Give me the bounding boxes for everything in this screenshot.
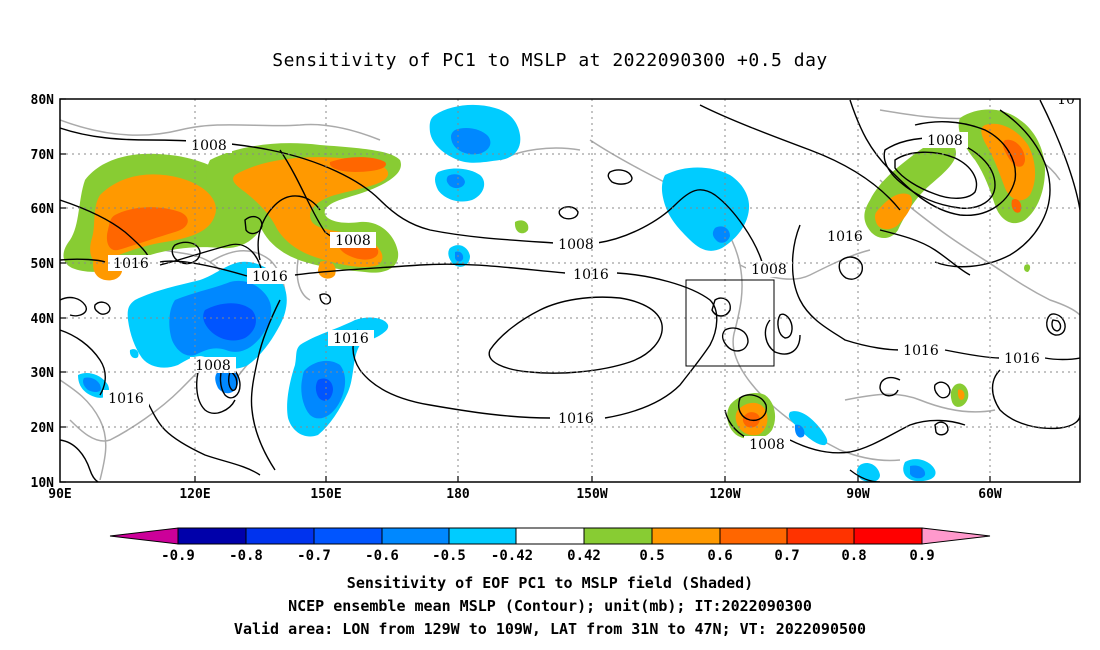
contour-label-1008: 1008 (749, 437, 785, 453)
axis-ticks (60, 98, 991, 483)
colorbar-box (177, 527, 247, 545)
lat-label: 20N (31, 421, 55, 436)
lon-label: 60W (978, 487, 1002, 502)
contour-label-1008: 1008 (751, 262, 787, 278)
contour-label-1016: 1016 (333, 331, 369, 347)
contour-label-1016: 1016 (252, 269, 288, 285)
lon-label: 180 (446, 487, 470, 502)
caption-line-2: NCEP ensemble mean MSLP (Contour); unit(… (288, 597, 812, 615)
colorbar-box (448, 527, 517, 545)
lon-label: 150W (576, 487, 607, 502)
colorbar-tick-label: -0.6 (365, 548, 399, 564)
map-frame (59, 98, 1081, 483)
valid-area-box (685, 279, 775, 367)
colorbar-box (381, 527, 450, 545)
colorbar-box (786, 527, 855, 545)
colorbar: -0.9 -0.8 -0.7 -0.6 -0.5 -0.42 0.42 0.5 … (109, 527, 991, 564)
lon-label: 90W (846, 487, 870, 502)
contour-label-1008: 1008 (335, 233, 371, 249)
latitude-labels: 80N 70N 60N 50N 40N 30N 20N 10N (31, 93, 55, 491)
colorbar-tick-label: 0.6 (707, 548, 732, 564)
contour-label-1008: 1008 (927, 133, 963, 149)
contour-labels: 1008 1008 1008 1008 1008 1008 1016 1016 … (103, 92, 1080, 453)
lat-label: 40N (31, 312, 55, 327)
lat-label: 50N (31, 257, 55, 272)
colorbar-tick-label: 0.5 (639, 548, 664, 564)
colorbar-tick-label: -0.7 (297, 548, 331, 564)
contour-label-1016: 1016 (827, 229, 863, 245)
shading-negative (78, 104, 936, 482)
contour-label-1016: 1016 (573, 267, 609, 283)
lat-label: 10N (31, 476, 55, 491)
colorbar-tick-label: -0.9 (161, 548, 195, 564)
caption-line-1: Sensitivity of EOF PC1 to MSLP field (Sh… (346, 574, 754, 592)
lon-label: 150E (310, 487, 341, 502)
lat-label: 80N (31, 93, 55, 108)
map-title: Sensitivity of PC1 to MSLP at 2022090300… (272, 50, 828, 71)
lon-label: 120E (179, 487, 210, 502)
lat-label: 60N (31, 202, 55, 217)
lat-label: 30N (31, 366, 55, 381)
colorbar-box (515, 527, 585, 545)
colorbar-box (313, 527, 383, 545)
colorbar-over-triangle (921, 527, 991, 545)
contour-label-1016: 1016 (108, 391, 144, 407)
colorbar-box (719, 527, 788, 545)
colorbar-tick-label: -0.5 (432, 548, 466, 564)
longitude-labels: 90E 120E 150E 180 150W 120W 90W 60W (48, 487, 1002, 502)
colorbar-box (853, 527, 923, 545)
colorbar-tick-label: -0.42 (491, 548, 533, 564)
colorbar-box (583, 527, 653, 545)
colorbar-box (245, 527, 315, 545)
contour-label-1008: 1008 (558, 237, 594, 253)
contour-label-1008: 1008 (195, 358, 231, 374)
colorbar-tick-label: 0.9 (909, 548, 934, 564)
colorbar-under-triangle (109, 527, 179, 545)
lon-label: 90E (48, 487, 71, 502)
colorbar-tick-label: 0.8 (841, 548, 866, 564)
contour-label-10: 10 (1057, 92, 1075, 108)
colorbar-tick-label: -0.8 (229, 548, 263, 564)
contour-label-1016: 1016 (903, 343, 939, 359)
caption-line-3: Valid area: LON from 129W to 109W, LAT f… (233, 620, 867, 638)
colorbar-box (651, 527, 721, 545)
colorbar-tick-label: 0.42 (567, 548, 601, 564)
contour-label-1016: 1016 (558, 411, 594, 427)
contour-label-1008: 1008 (191, 138, 227, 154)
contour-label-1016: 1016 (1004, 351, 1040, 367)
contour-label-1016: 1016 (113, 256, 149, 272)
lon-label: 120W (709, 487, 740, 502)
colorbar-tick-label: 0.7 (774, 548, 799, 564)
gridlines (60, 99, 1080, 482)
lat-label: 70N (31, 148, 55, 163)
